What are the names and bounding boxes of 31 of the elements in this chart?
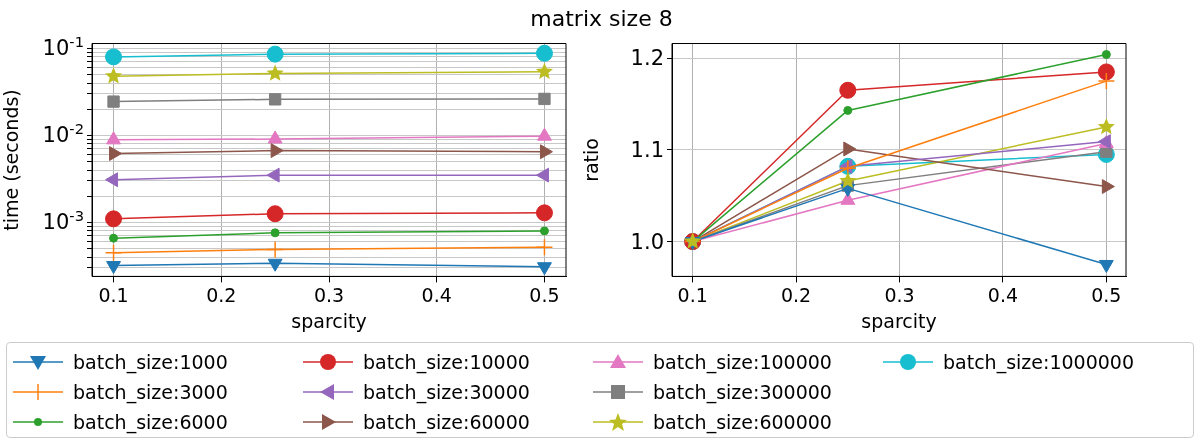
legend-label: batch_size:10000	[363, 351, 530, 373]
y-tick-label: 1.1	[630, 136, 664, 163]
x-tick-label: 0.2	[206, 283, 237, 306]
legend-label: batch_size:30000	[363, 381, 530, 403]
x-tick-label: 0.4	[421, 283, 452, 306]
legend-label: batch_size:1000	[73, 351, 228, 373]
x-axis-title: sparcity	[861, 309, 937, 332]
legend-label: batch_size:1000000	[943, 351, 1135, 373]
legend-label: batch_size:300000	[653, 381, 832, 403]
legend-label: batch_size:3000	[73, 381, 228, 403]
y-axis-title: time (seconds)	[0, 89, 23, 231]
y-tick-label: 1.0	[630, 228, 664, 255]
x-tick-label: 0.4	[987, 283, 1019, 306]
x-axis-title: sparcity	[291, 309, 367, 332]
legend-label: batch_size:100000	[653, 351, 832, 373]
y-tick-label: 1.2	[630, 45, 664, 72]
x-tick-label: 0.1	[677, 283, 708, 306]
y-axis-title: ratio	[580, 138, 603, 182]
x-tick-label: 0.3	[313, 283, 345, 306]
legend-label: batch_size:60000	[363, 411, 530, 433]
x-tick-label: 0.3	[884, 283, 915, 306]
x-tick-label: 0.2	[780, 283, 812, 306]
legend-label: batch_size:600000	[653, 411, 832, 433]
x-tick-label: 0.5	[1091, 283, 1122, 306]
y-tick-label: 10$^{-2}$	[42, 120, 84, 149]
y-tick-label: 10$^{-1}$	[42, 33, 84, 62]
legend-label: batch_size:6000	[73, 411, 228, 433]
x-tick-label: 0.1	[98, 283, 129, 306]
x-tick-label: 0.5	[529, 283, 560, 306]
y-tick-label: 10$^{-3}$	[42, 207, 84, 236]
chart-title: matrix size 8	[529, 6, 674, 31]
